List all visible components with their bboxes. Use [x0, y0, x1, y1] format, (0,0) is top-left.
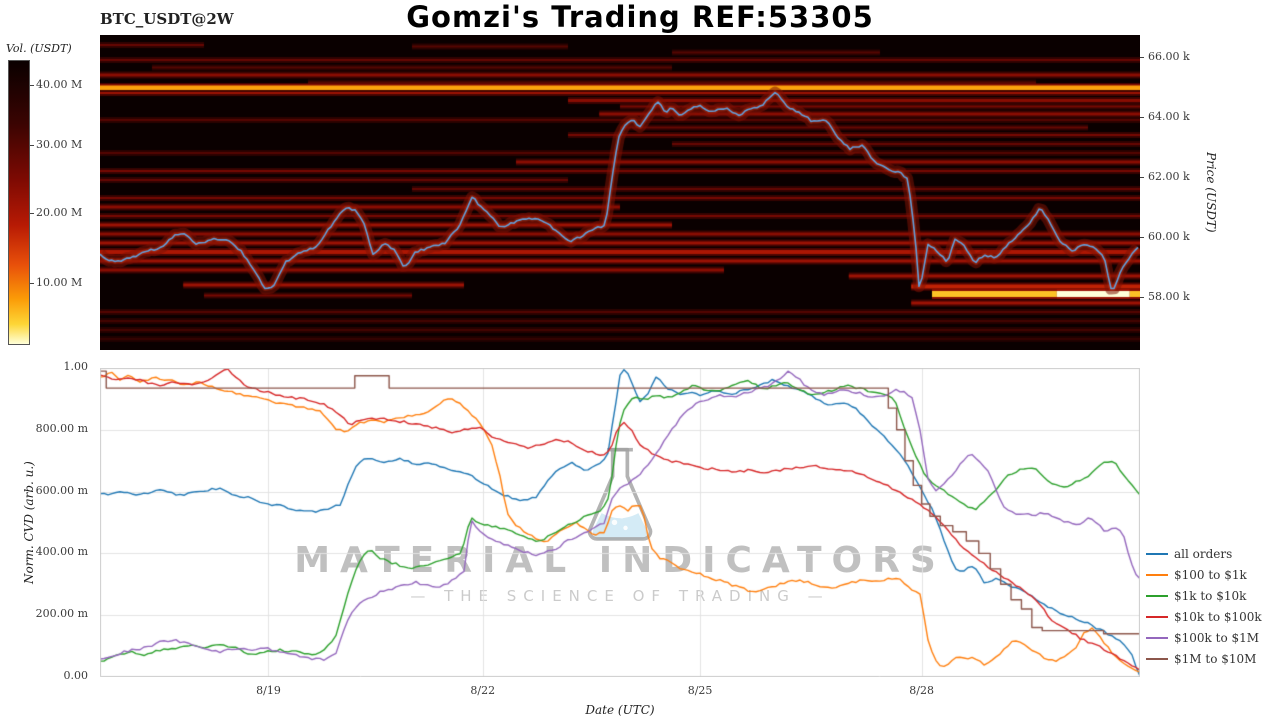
- colorbar-tick-label: 10.00 M: [36, 275, 83, 289]
- volume-colorbar: [8, 60, 30, 345]
- date-tick-label: 8/19: [256, 684, 281, 697]
- price-tick-label: 62.00 k: [1148, 169, 1190, 183]
- legend-item: $1M to $10M: [1146, 648, 1278, 669]
- legend-item: $100 to $1k: [1146, 564, 1278, 585]
- legend-item: $10k to $100k: [1146, 606, 1278, 627]
- legend-swatch: [1146, 573, 1168, 576]
- price-tick-label: 64.00 k: [1148, 109, 1190, 123]
- cvd-y-tick-label: 400.00 m: [35, 545, 88, 559]
- colorbar-tick-mark: [30, 213, 34, 215]
- legend-swatch: [1146, 615, 1168, 618]
- cvd-y-tick-label: 800.00 m: [35, 421, 88, 435]
- legend-item: $1k to $10k: [1146, 585, 1278, 606]
- price-tick-mark: [1140, 176, 1144, 178]
- cvd-y-tick-label: 1.00: [63, 360, 89, 373]
- page-title: Gomzi's Trading REF:53305: [406, 0, 874, 34]
- legend: all orders $100 to $1k $1k to $10k $10k to …: [1146, 543, 1278, 669]
- legend-item: all orders: [1146, 543, 1278, 564]
- colorbar-tick-label: 40.00 M: [36, 78, 83, 92]
- colorbar-tick-mark: [30, 144, 34, 146]
- legend-label: $1M to $10M: [1174, 651, 1257, 666]
- price-axis-label: Price (USDT): [1204, 152, 1218, 233]
- date-axis-ticks: 8/19 8/22 8/25 8/28: [100, 684, 1140, 700]
- cvd-y-tick-label: 0.00: [63, 669, 89, 682]
- price-tick-label: 66.00 k: [1148, 49, 1190, 63]
- legend-swatch: [1146, 636, 1168, 639]
- price-tick-mark: [1140, 236, 1144, 238]
- cvd-y-tick-label: 200.00 m: [35, 607, 88, 621]
- legend-label: $10k to $100k: [1174, 609, 1262, 624]
- colorbar-tick-label: 20.00 M: [36, 206, 83, 220]
- legend-label: $100 to $1k: [1174, 567, 1247, 582]
- cvd-chart-canvas: [100, 368, 1140, 677]
- price-tick-mark: [1140, 296, 1144, 298]
- legend-item: $100k to $1M: [1146, 627, 1278, 648]
- price-axis-ticks: 66.00 k 64.00 k 62.00 k 60.00 k 58.00 k: [1140, 35, 1210, 350]
- colorbar-tick-mark: [30, 282, 34, 284]
- date-tick-label: 8/22: [470, 684, 496, 697]
- legend-swatch: [1146, 594, 1168, 597]
- date-tick-label: 8/28: [909, 684, 934, 697]
- price-tick-mark: [1140, 56, 1144, 58]
- symbol-label: BTC_USDT@2W: [100, 10, 234, 28]
- date-axis-label: Date (UTC): [585, 703, 655, 717]
- legend-label: $1k to $10k: [1174, 588, 1247, 603]
- price-tick-label: 60.00 k: [1148, 229, 1190, 243]
- colorbar-ticks: 40.00 M 30.00 M 20.00 M 10.00 M: [30, 60, 100, 345]
- legend-swatch: [1146, 552, 1168, 555]
- legend-swatch: [1146, 657, 1168, 660]
- colorbar-tick-mark: [30, 85, 34, 87]
- price-tick-label: 58.00 k: [1148, 289, 1190, 303]
- cvd-y-tick-label: 600.00 m: [35, 483, 88, 497]
- legend-label: $100k to $1M: [1174, 630, 1260, 645]
- colorbar-title: Vol. (USDT): [6, 42, 72, 55]
- date-tick-label: 8/25: [687, 684, 713, 697]
- colorbar-tick-label: 30.00 M: [36, 137, 83, 151]
- price-tick-mark: [1140, 116, 1144, 118]
- volume-heatmap-canvas: [100, 35, 1140, 350]
- legend-label: all orders: [1174, 546, 1233, 561]
- cvd-y-axis-ticks: 0.00 200.00 m 400.00 m 600.00 m 800.00 m 1.00: [16, 360, 94, 682]
